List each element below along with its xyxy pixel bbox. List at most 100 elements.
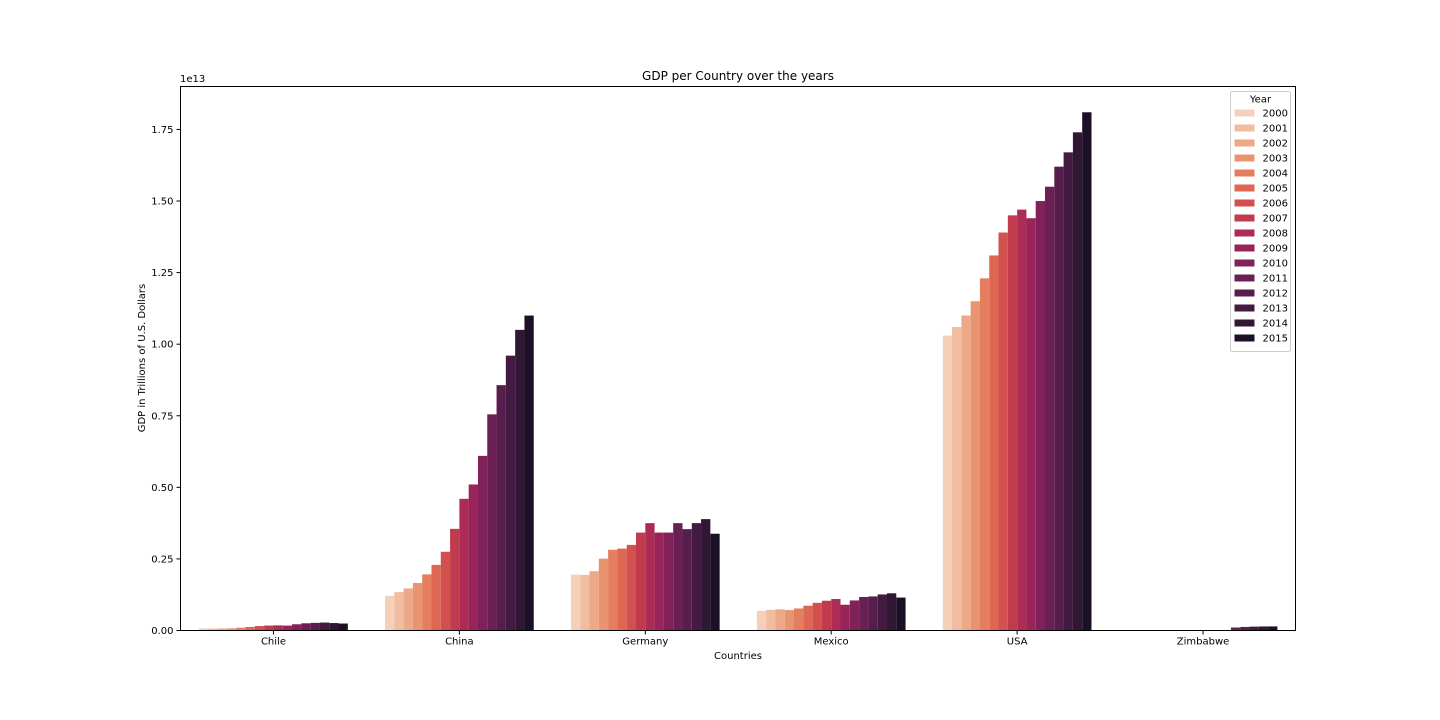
- bar-china-2003: [412, 582, 423, 631]
- bar-usa-2011: [1045, 186, 1055, 631]
- bar-chile-2005: [245, 626, 255, 631]
- bar-usa-2009: [1026, 218, 1036, 631]
- y-tick-label: 1.50: [151, 197, 173, 208]
- bar-zimbabwe-2013: [1249, 626, 1259, 631]
- x-axis-label: Countries: [714, 651, 762, 662]
- y-tick-label: 0.00: [151, 626, 173, 637]
- bar-china-2007: [450, 528, 460, 631]
- y-axis-label: GDP in Trillions of U.S. Dollars: [137, 284, 148, 433]
- legend-swatch-2007: [1234, 214, 1255, 222]
- bar-chile-2007: [264, 625, 274, 631]
- bar-germany-2015: [710, 533, 720, 631]
- bar-mexico-2007: [821, 600, 832, 631]
- legend: Year 2000 2001 2002 2003 2004 2005 2006 2007 2008…: [1230, 91, 1291, 352]
- legend-swatch-2011: [1234, 274, 1255, 282]
- bar-china-2013: [505, 355, 516, 631]
- x-tick-label: Mexico: [814, 637, 849, 648]
- legend-swatch-2005: [1234, 184, 1255, 192]
- bar-usa-2006: [998, 232, 1008, 631]
- bar-zimbabwe-2015: [1268, 626, 1278, 631]
- bar-mexico-2001: [766, 609, 776, 631]
- bar-usa-2000: [942, 335, 953, 631]
- bar-chile-2009: [282, 625, 293, 631]
- bar-china-2002: [403, 588, 413, 631]
- bar-usa-2003: [970, 301, 980, 631]
- bar-mexico-2008: [831, 599, 841, 631]
- bar-mexico-2003: [784, 610, 795, 631]
- bar-mexico-2015: [896, 597, 906, 631]
- bars-group: [199, 112, 1278, 631]
- bar-chile-2006: [254, 626, 265, 631]
- bar-germany-2010: [663, 532, 674, 631]
- bar-mexico-2013: [877, 594, 887, 631]
- bar-usa-2013: [1063, 152, 1073, 631]
- bar-chile-2014: [329, 623, 339, 631]
- x-tick-label: Chile: [261, 637, 286, 648]
- y-tick-label: 0.75: [151, 411, 173, 422]
- legend-label-2002: 2002: [1263, 139, 1288, 150]
- x-tick-label: Germany: [622, 637, 668, 648]
- legend-swatch-2002: [1234, 139, 1255, 147]
- bar-usa-2007: [1007, 215, 1018, 631]
- legend-label-2003: 2003: [1263, 154, 1288, 165]
- bar-germany-2011: [673, 523, 683, 631]
- bar-chile-2000: [199, 628, 209, 631]
- bar-zimbabwe-2011: [1230, 627, 1241, 631]
- bar-china-2000: [385, 595, 395, 631]
- bar-germany-2002: [589, 571, 599, 631]
- bar-china-2004: [422, 574, 432, 631]
- bar-chile-2015: [338, 623, 348, 631]
- bar-usa-2004: [979, 278, 990, 631]
- legend-swatch-2010: [1234, 259, 1255, 267]
- x-ticks: Chile China Germany Mexico USA Zimbabwe: [261, 630, 1230, 648]
- bar-usa-2015: [1082, 112, 1092, 631]
- y-tick-label: 1.75: [151, 125, 173, 136]
- bar-china-2001: [394, 592, 404, 631]
- legend-label-2012: 2012: [1263, 289, 1288, 300]
- bar-mexico-2009: [840, 604, 850, 631]
- legend-label-2006: 2006: [1263, 199, 1288, 210]
- bar-germany-2003: [598, 558, 609, 631]
- legend-label-2013: 2013: [1263, 304, 1288, 315]
- bar-china-2012: [496, 385, 506, 631]
- bar-germany-2004: [608, 549, 618, 631]
- bar-germany-2005: [617, 548, 627, 631]
- bar-germany-2012: [682, 529, 692, 631]
- plot-frame: [180, 86, 1296, 631]
- legend-swatch-2000: [1234, 109, 1255, 117]
- bar-germany-2000: [570, 574, 581, 631]
- bar-usa-2005: [989, 255, 999, 631]
- bar-china-2010: [477, 455, 488, 631]
- bar-usa-2010: [1035, 201, 1046, 631]
- legend-label-2008: 2008: [1263, 229, 1288, 240]
- legend-swatch-2006: [1234, 199, 1255, 207]
- y-tick-label: 1.00: [151, 340, 173, 351]
- bar-chile-2012: [310, 622, 320, 631]
- x-tick-label: Zimbabwe: [1177, 637, 1230, 648]
- bar-chile-2004: [236, 627, 246, 631]
- bar-mexico-2010: [849, 600, 860, 631]
- bar-germany-2007: [636, 532, 646, 631]
- bar-mexico-2000: [756, 610, 767, 631]
- legend-swatch-2001: [1234, 124, 1255, 132]
- bar-usa-2002: [961, 315, 971, 631]
- bar-mexico-2014: [886, 593, 897, 631]
- bar-germany-2013: [691, 523, 702, 631]
- bar-mexico-2004: [794, 608, 804, 631]
- legend-label-2007: 2007: [1263, 214, 1288, 225]
- bar-chile-2010: [292, 624, 302, 631]
- bar-usa-2008: [1017, 209, 1027, 631]
- bar-mexico-2012: [868, 596, 878, 631]
- legend-label-2015: 2015: [1263, 334, 1288, 345]
- legend-swatch-2004: [1234, 169, 1255, 177]
- bar-usa-2012: [1054, 166, 1064, 631]
- legend-label-2011: 2011: [1263, 274, 1288, 285]
- bar-usa-2001: [952, 327, 962, 631]
- legend-label-2010: 2010: [1263, 259, 1288, 270]
- bar-mexico-2006: [812, 602, 822, 631]
- legend-swatch-2009: [1234, 244, 1255, 252]
- bar-germany-2014: [701, 519, 711, 631]
- legend-label-2004: 2004: [1263, 169, 1288, 180]
- bar-chile-2013: [319, 622, 330, 631]
